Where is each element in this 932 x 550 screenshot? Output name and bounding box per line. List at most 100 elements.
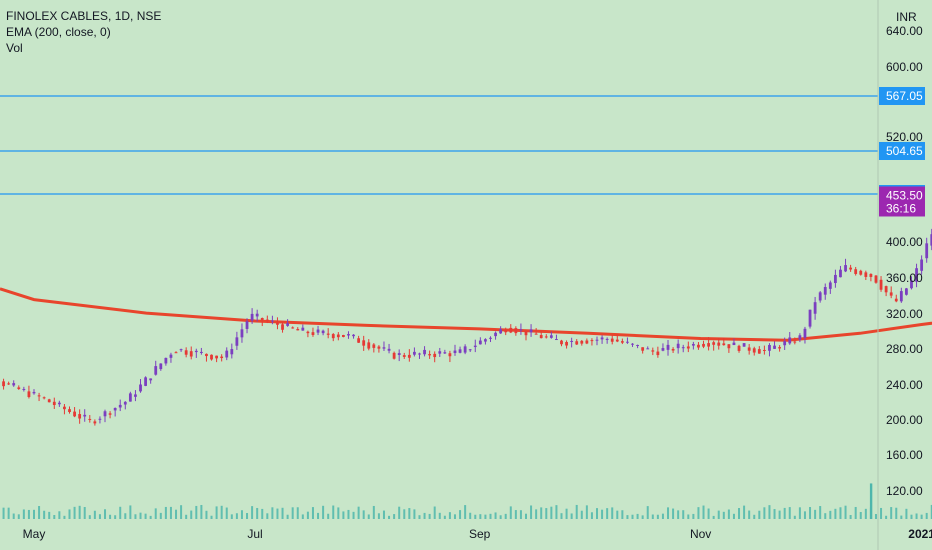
symbol-title[interactable]: FINOLEX CABLES, 1D, NSE: [6, 9, 162, 23]
volume-bar: [200, 504, 203, 519]
last-price-text: 453.50: [886, 188, 923, 202]
candle-body: [240, 329, 244, 338]
candle-body: [184, 350, 188, 355]
volume-bar: [459, 510, 462, 519]
candle-body: [52, 401, 56, 406]
volume-bar: [839, 507, 842, 519]
volume-bar: [367, 514, 370, 519]
candle-body: [73, 411, 76, 417]
volume-bar: [17, 514, 20, 519]
volume-bar: [590, 512, 593, 519]
volume-bar: [296, 507, 299, 519]
volume-indicator-label[interactable]: Vol: [6, 41, 23, 55]
volume-bar: [220, 505, 223, 519]
volume-bar: [636, 513, 639, 519]
candle-body: [418, 353, 421, 355]
volume-bar: [874, 514, 877, 519]
candle-body: [174, 352, 178, 354]
volume-bar: [778, 510, 781, 519]
candle-body: [570, 340, 574, 342]
candle-body: [352, 334, 355, 337]
volume-bar: [748, 510, 751, 519]
volume-bar: [758, 510, 761, 519]
candle-body: [17, 387, 21, 389]
time-tick-label: Jul: [247, 527, 262, 541]
volume-bars: [2, 483, 932, 519]
volume-bar: [814, 509, 817, 519]
volume-bar: [210, 515, 213, 519]
candle-body: [859, 270, 863, 275]
volume-bar: [428, 513, 431, 519]
candle-body: [818, 292, 822, 301]
horizontal-levels: [0, 95, 878, 195]
candle-body: [210, 354, 213, 360]
volume-bar: [68, 509, 71, 519]
volume-bar: [185, 514, 188, 519]
candle-body: [732, 342, 736, 346]
volume-bar: [134, 514, 137, 519]
candle-body: [169, 354, 173, 358]
price-tick-label: 360.00: [886, 271, 923, 285]
volume-spike: [869, 483, 873, 519]
candle-body: [128, 393, 132, 402]
candle-body: [833, 274, 837, 284]
volume-bar: [443, 515, 446, 519]
volume-bar: [398, 506, 401, 519]
price-tick-label: 400.00: [886, 235, 923, 249]
volume-bar: [596, 508, 599, 519]
volume-bar: [601, 509, 604, 519]
volume-bar: [281, 507, 284, 519]
volume-bar: [930, 504, 932, 519]
candle-body: [473, 345, 477, 348]
volume-bar: [180, 505, 183, 519]
volume-bar: [514, 510, 517, 519]
volume-bar: [915, 513, 918, 519]
volume-bar: [88, 515, 91, 519]
candle-body: [265, 319, 269, 321]
candle-body: [225, 350, 229, 358]
ema-line: [0, 287, 932, 342]
candle-body: [560, 340, 563, 345]
volume-bar: [540, 507, 543, 519]
candle-body: [631, 343, 634, 345]
time-axis: MayJulSepNov2021MarMayJul: [23, 527, 932, 541]
volume-bar: [433, 506, 436, 519]
price-tick-label: 280.00: [886, 342, 923, 356]
price-tick-label: 240.00: [886, 378, 923, 392]
volume-bar: [727, 509, 730, 519]
candle-body: [448, 353, 452, 357]
candle-body: [757, 349, 761, 354]
candle-body: [301, 327, 305, 331]
volume-bar: [753, 514, 756, 519]
volume-bar: [803, 511, 806, 519]
volume-bar: [63, 515, 66, 519]
volume-bar: [550, 506, 553, 519]
volume-bar: [682, 510, 685, 519]
candle-body: [47, 399, 51, 403]
candle-body: [88, 418, 92, 420]
volume-bar: [489, 513, 492, 519]
candle-body: [78, 414, 82, 419]
volume-bar: [474, 514, 477, 519]
candle-body: [37, 395, 41, 397]
candle-body: [717, 342, 721, 346]
volume-bar: [677, 510, 680, 519]
time-tick-label: Nov: [690, 527, 711, 541]
candle-body: [808, 309, 812, 327]
volume-bar: [524, 513, 527, 519]
candle-body: [666, 344, 670, 350]
candle-body: [671, 348, 675, 351]
candle-body: [565, 342, 568, 346]
candle-body: [367, 342, 371, 349]
ema-indicator-label[interactable]: EMA (200, close, 0): [6, 25, 111, 39]
candle-body: [626, 341, 629, 343]
volume-bar: [743, 505, 746, 519]
volume-bar: [484, 514, 487, 519]
volume-bar: [301, 514, 304, 519]
volume-bar: [58, 511, 61, 519]
volume-bar: [266, 513, 269, 519]
candle-body: [788, 337, 792, 344]
